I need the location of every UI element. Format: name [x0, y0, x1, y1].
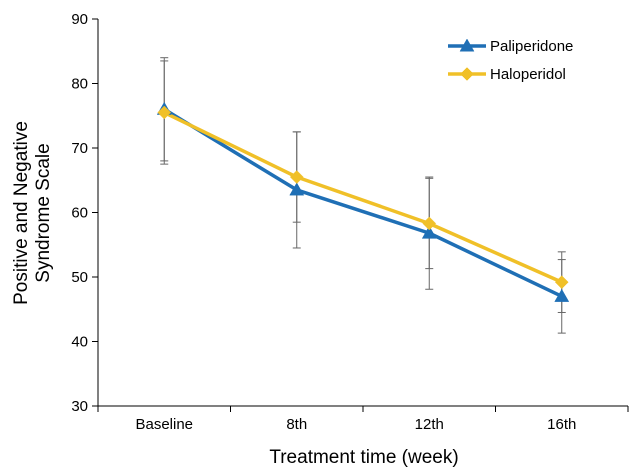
y-axis-title: Positive and Negative Syndrome Scale — [11, 121, 54, 305]
x-axis-title: Treatment time (week) — [269, 447, 458, 468]
series-line-paliperidone — [163, 107, 563, 298]
legend-label: Haloperidol — [490, 66, 566, 83]
data-point-paliperidone — [421, 225, 437, 239]
y-tick-label: 60 — [71, 205, 88, 222]
axes: 30 40 50 60 70 80 90 Baseline 8th 12th 16th — [71, 11, 629, 433]
data-point-paliperidone — [289, 182, 305, 196]
legend-marker — [460, 67, 474, 81]
legend: Paliperidone Haloperidol — [448, 38, 573, 83]
y-axis-title-line: Positive and Negative — [11, 121, 32, 305]
y-tick-label: 50 — [71, 269, 88, 286]
series-markers — [156, 101, 570, 302]
error-bars — [160, 57, 566, 334]
data-point-haloperidol — [157, 105, 172, 120]
series-lines — [163, 107, 563, 298]
x-tick-label: 12th — [415, 416, 444, 433]
y-axis-title-line: Syndrome Scale — [33, 143, 54, 282]
data-point-haloperidol — [554, 275, 569, 290]
series-line-haloperidol — [163, 110, 563, 284]
x-tick-label: 8th — [286, 416, 307, 433]
y-tick-label: 80 — [71, 76, 88, 93]
data-point-paliperidone — [554, 288, 570, 302]
legend-marker — [459, 38, 475, 52]
y-tick-label: 70 — [71, 140, 88, 157]
y-tick-label: 40 — [71, 334, 88, 351]
legend-label: Paliperidone — [490, 38, 573, 55]
y-tick-label: 30 — [71, 398, 88, 415]
y-tick-label: 90 — [71, 11, 88, 28]
x-tick-label: 16th — [547, 416, 576, 433]
x-tick-label: Baseline — [135, 416, 193, 433]
data-point-haloperidol — [422, 216, 437, 231]
data-point-haloperidol — [289, 170, 304, 184]
